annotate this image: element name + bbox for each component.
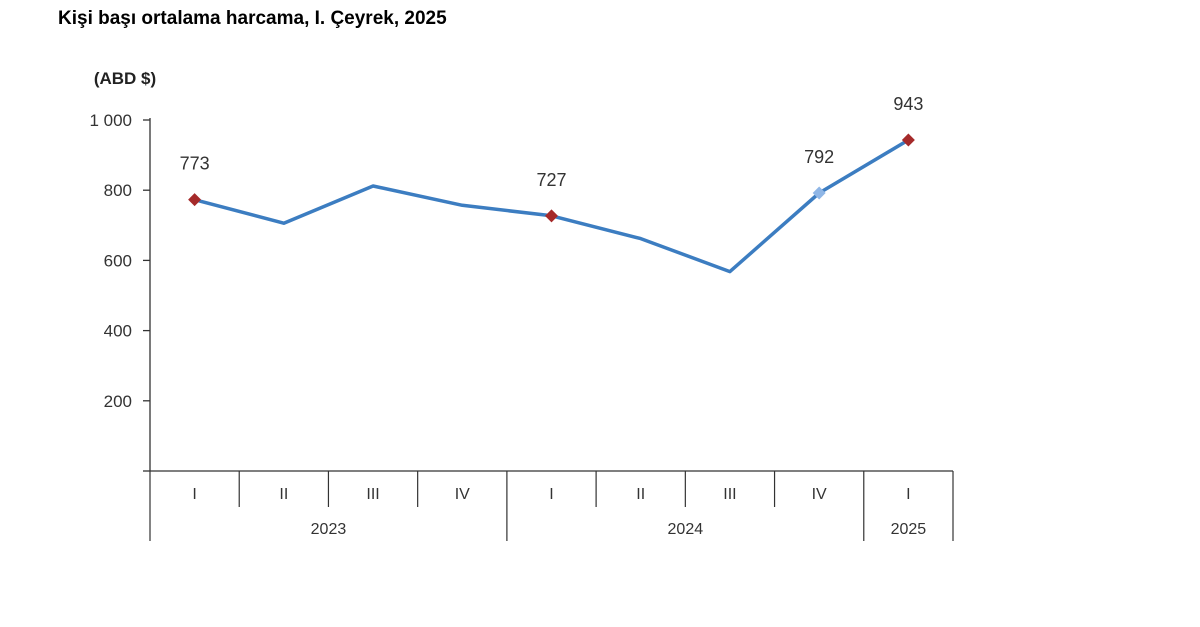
data-point-label: 773 — [180, 154, 210, 174]
series-line — [192, 138, 911, 274]
x-category-label: III — [723, 486, 736, 503]
y-axis-unit-label: (ABD $) — [94, 69, 156, 88]
x-category-label: I — [549, 486, 553, 503]
y-tick-label: 1 000 — [89, 111, 132, 130]
x-category-label: II — [279, 486, 288, 503]
data-point-label: 727 — [536, 170, 566, 190]
x-year-label: 2024 — [668, 521, 704, 538]
y-tick-label: 800 — [104, 181, 132, 200]
data-labels-layer: 773 727 792 943 — [180, 94, 924, 190]
y-axis-ticks: 200 400 600 800 1 000 — [89, 111, 150, 472]
y-tick-label: 200 — [104, 392, 132, 411]
x-category-label: II — [636, 486, 645, 503]
data-point-marker — [812, 186, 826, 200]
x-category-label: III — [366, 486, 379, 503]
x-category-label: IV — [812, 486, 827, 503]
data-point-marker — [545, 209, 558, 223]
y-tick-label: 400 — [104, 322, 132, 341]
x-category-label: I — [906, 486, 910, 503]
data-point-label: 792 — [804, 147, 834, 167]
x-year-label: 2025 — [891, 521, 927, 538]
data-point-marker — [188, 193, 202, 207]
x-year-label: 2023 — [311, 521, 347, 538]
markers-layer — [188, 133, 915, 223]
data-point-label: 943 — [893, 94, 923, 114]
x-category-label: IV — [455, 486, 470, 503]
axes — [149, 118, 953, 472]
data-point-marker — [901, 133, 915, 147]
series-layer — [192, 138, 911, 274]
x-category-label: I — [192, 486, 196, 503]
y-tick-label: 600 — [104, 251, 132, 270]
chart-title: Kişi başı ortalama harcama, I. Çeyrek, 2… — [58, 8, 447, 29]
